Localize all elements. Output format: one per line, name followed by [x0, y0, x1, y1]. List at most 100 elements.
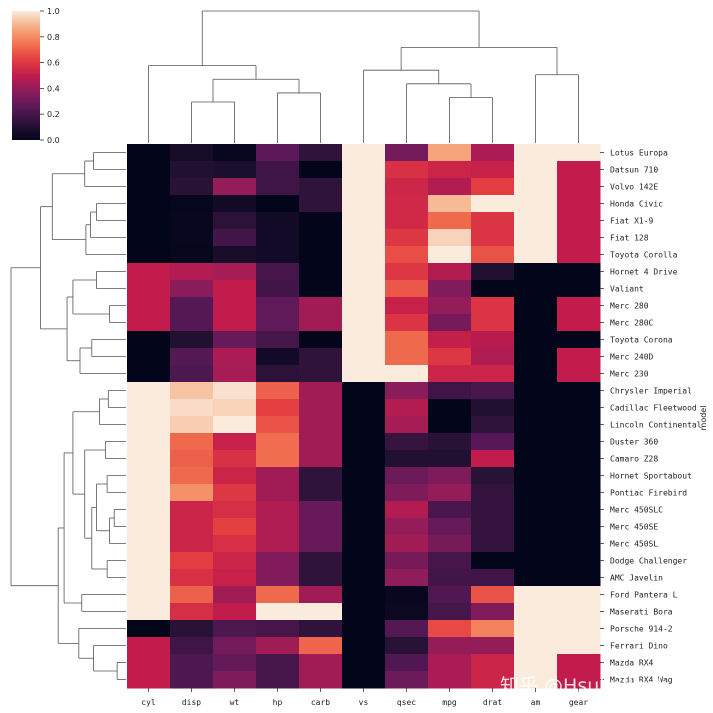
- heatmap-cell: [342, 229, 386, 247]
- watermark: 知乎 @Hsuhellrich: [500, 675, 669, 697]
- heatmap-cell: [428, 552, 472, 570]
- row-label: Lotus Europa: [610, 149, 668, 158]
- heatmap-cell: [514, 671, 558, 689]
- row-label: Merc 450SE: [610, 523, 658, 532]
- heatmap-cell: [471, 263, 515, 281]
- heatmap-cell: [127, 280, 171, 298]
- heatmap-cell: [127, 178, 171, 196]
- heatmap-cell: [256, 195, 300, 213]
- heatmap-cell: [385, 586, 429, 604]
- heatmap-cell: [213, 552, 257, 570]
- heatmap-cell: [428, 535, 472, 553]
- row-label: Fiat 128: [610, 234, 649, 243]
- colorbar: 0.0 0.2 0.4 0.6 0.8 1.0: [12, 7, 60, 145]
- heatmap-cell: [213, 654, 257, 672]
- heatmap-cell: [213, 399, 257, 417]
- heatmap-cell: [471, 620, 515, 638]
- heatmap-cell: [170, 484, 214, 502]
- heatmap-cell: [471, 161, 515, 179]
- heatmap-cell: [213, 382, 257, 400]
- heatmap-cell: [471, 246, 515, 264]
- column-label: cyl: [141, 698, 156, 707]
- colorbar-tick-label: 0.6: [47, 59, 60, 68]
- heatmap-cell: [127, 416, 171, 434]
- colorbar-tick-label: 1.0: [47, 7, 60, 16]
- heatmap-cell: [385, 484, 429, 502]
- heatmap-cell: [557, 620, 601, 638]
- heatmap-cell: [213, 246, 257, 264]
- heatmap-cell: [213, 331, 257, 349]
- heatmap-cell: [385, 654, 429, 672]
- heatmap-cell: [342, 654, 386, 672]
- heatmap-cell: [213, 280, 257, 298]
- heatmap-cell: [256, 637, 300, 655]
- column-label: hp: [273, 698, 283, 707]
- heatmap-cell: [256, 263, 300, 281]
- heatmap-cell: [428, 263, 472, 281]
- heatmap-cell: [428, 586, 472, 604]
- heatmap-cell: [471, 671, 515, 689]
- heatmap-cell: [514, 280, 558, 298]
- heatmap-cell: [256, 654, 300, 672]
- heatmap-cell: [127, 144, 171, 162]
- heatmap-cell: [256, 518, 300, 536]
- heatmap-cell: [385, 416, 429, 434]
- heatmap-cell: [256, 382, 300, 400]
- heatmap-cell: [127, 297, 171, 315]
- heatmap-cell: [514, 297, 558, 315]
- heatmap-cell: [342, 569, 386, 587]
- column-label: carb: [311, 698, 330, 707]
- heatmap-cell: [342, 535, 386, 553]
- heatmap-cell: [256, 212, 300, 230]
- heatmap-cell: [256, 280, 300, 298]
- heatmap-cell: [170, 671, 214, 689]
- heatmap-cell: [557, 501, 601, 519]
- heatmap-cell: [342, 263, 386, 281]
- heatmap-cell: [342, 637, 386, 655]
- column-label: wt: [230, 698, 240, 707]
- heatmap-cell: [471, 314, 515, 332]
- heatmap-cell: [471, 501, 515, 519]
- heatmap-cell: [514, 229, 558, 247]
- heatmap-cell: [514, 569, 558, 587]
- heatmap-cell: [342, 365, 386, 383]
- heatmap-cell: [557, 654, 601, 672]
- heatmap-cell: [256, 501, 300, 519]
- heatmap-cell: [471, 144, 515, 162]
- heatmap-cell: [299, 433, 343, 451]
- heatmap-cell: [213, 569, 257, 587]
- heatmap-cell: [342, 297, 386, 315]
- heatmap-cell: [127, 467, 171, 485]
- heatmap-cell: [213, 501, 257, 519]
- heatmap-cell: [127, 671, 171, 689]
- heatmap-cell: [299, 212, 343, 230]
- heatmap-cell: [428, 365, 472, 383]
- heatmap-cell: [213, 144, 257, 162]
- heatmap-cell: [557, 484, 601, 502]
- heatmap-cell: [428, 637, 472, 655]
- row-label: Fiat X1-9: [610, 217, 654, 226]
- row-tick-labels: Lotus Europa Datsun 710 Volvo 142E Honda Ci…: [600, 149, 702, 685]
- heatmap-cell: [213, 297, 257, 315]
- row-label: Camaro Z28: [610, 455, 658, 464]
- heatmap-cell: [385, 280, 429, 298]
- heatmap-cell: [299, 229, 343, 247]
- heatmap-cell: [342, 144, 386, 162]
- heatmap-cell: [170, 314, 214, 332]
- heatmap-cell: [557, 297, 601, 315]
- heatmap-cell: [471, 637, 515, 655]
- heatmap-cell: [299, 399, 343, 417]
- row-label: Porsche 914-2: [610, 625, 673, 634]
- heatmap-cell: [170, 280, 214, 298]
- heatmap-cell: [299, 450, 343, 468]
- heatmap-cell: [428, 178, 472, 196]
- heatmap-cell: [428, 467, 472, 485]
- heatmap-cell: [170, 569, 214, 587]
- heatmap-cell: [299, 195, 343, 213]
- row-label: Cadillac Fleetwood: [610, 404, 697, 413]
- row-label: Merc 280: [610, 302, 649, 311]
- heatmap-cell: [557, 467, 601, 485]
- heatmap-cell: [170, 297, 214, 315]
- heatmap-cell: [342, 416, 386, 434]
- heatmap-cell: [299, 178, 343, 196]
